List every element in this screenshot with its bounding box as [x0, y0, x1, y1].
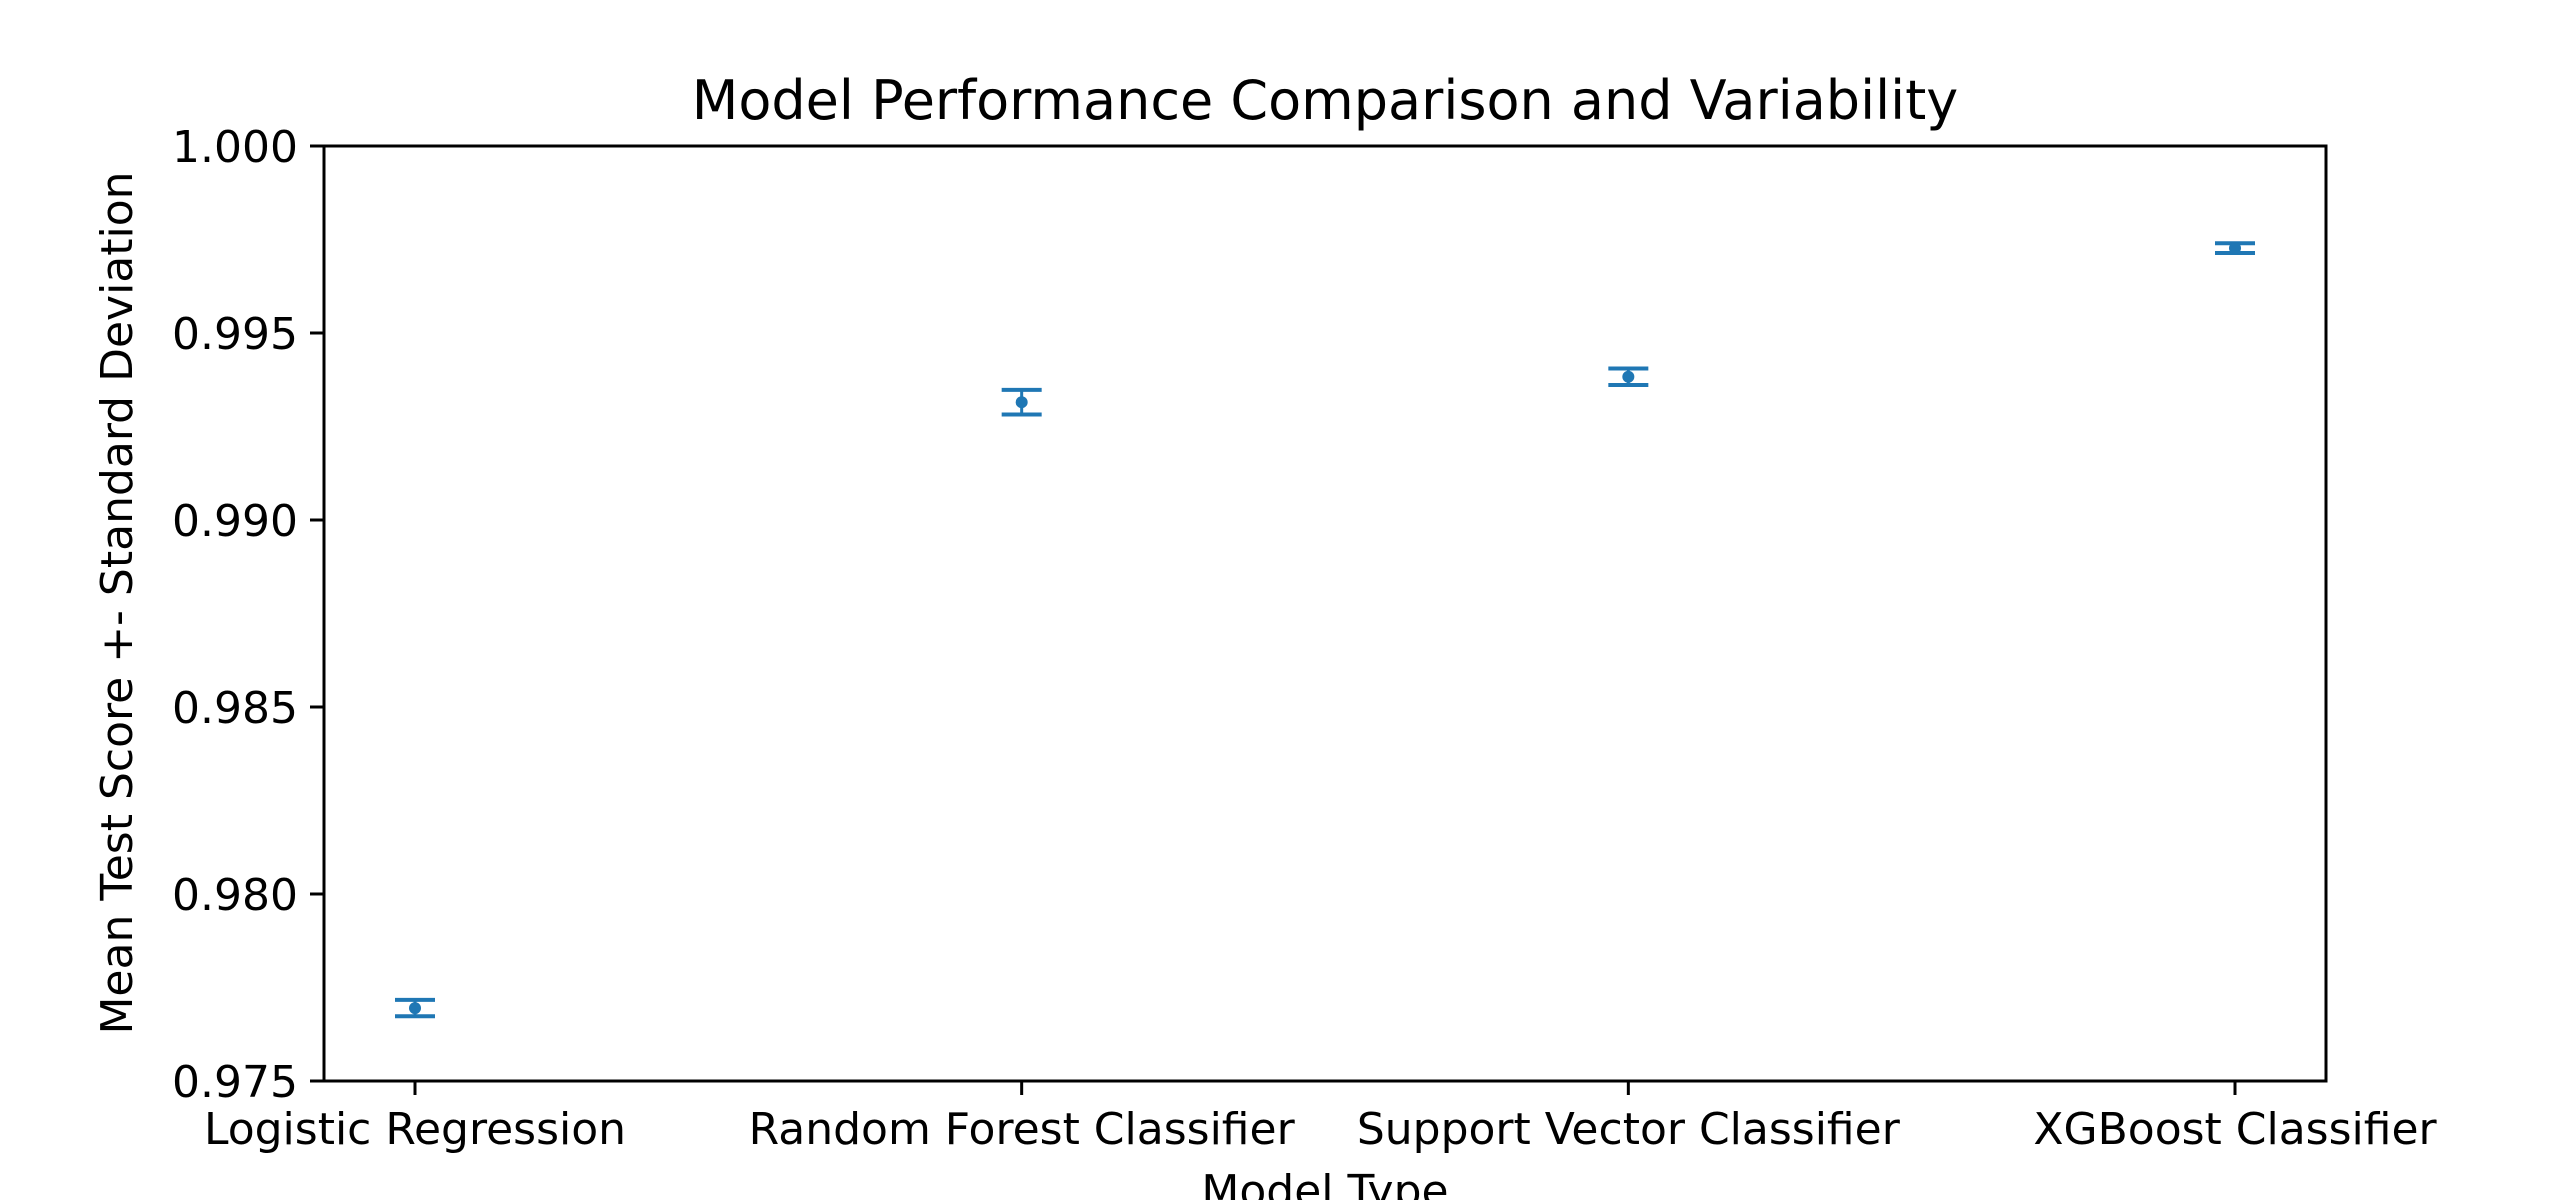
- x-tick-label: Logistic Regression: [204, 1104, 626, 1155]
- x-tick-label: XGBoost Classifier: [2033, 1104, 2437, 1155]
- data-point: [409, 1002, 421, 1015]
- y-tick-label: 0.975: [172, 1057, 298, 1108]
- y-tick-label: 0.980: [172, 870, 298, 921]
- y-tick-label: 0.990: [172, 496, 298, 547]
- marks-layer: 0.975 0.980 0.985 0.990 0.995 1.000 Logistic R…: [172, 122, 2438, 1155]
- x-tick-label: Support Vector Classifier: [1357, 1104, 1901, 1155]
- data-point: [1622, 370, 1635, 383]
- y-tick-label: 0.995: [172, 309, 298, 360]
- y-tick-label: 0.985: [172, 683, 298, 734]
- data-point: [2229, 242, 2241, 255]
- chart-title: Model Performance Comparison and Variabi…: [692, 69, 1958, 132]
- plot-frame: [322, 144, 2328, 1083]
- y-axis-label: Mean Test Score +- Standard Deviation: [92, 171, 143, 1034]
- data-point: [1015, 396, 1028, 409]
- y-tick-label: 1.000: [172, 122, 298, 173]
- x-axis-label: Model Type: [1201, 1166, 1448, 1200]
- x-tick-label: Random Forest Classifier: [749, 1104, 1296, 1155]
